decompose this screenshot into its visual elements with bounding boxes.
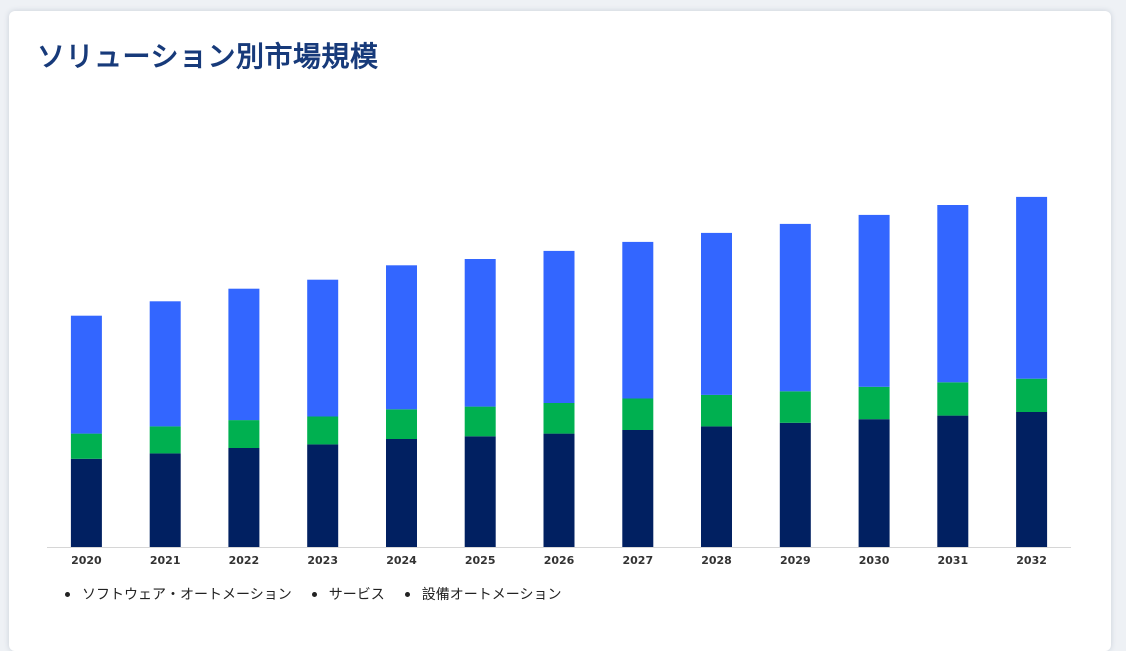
legend-item: サービス — [306, 584, 385, 604]
chart-title: ソリューション別市場規模 — [37, 40, 379, 73]
x-tick-label: 2028 — [701, 554, 732, 567]
x-tick-label: 2022 — [229, 554, 260, 567]
legend-bullet — [404, 591, 410, 597]
bar-segment — [386, 409, 417, 439]
bar-segment — [464, 259, 496, 407]
stacked-bar-chart: 2020 2021 2022 2023 2024 2025 2026 2027 2028 2029… — [47, 196, 1071, 567]
bar-segment — [779, 391, 811, 423]
bar-segment — [228, 288, 260, 421]
bar-segment — [70, 458, 102, 547]
bar-segment — [149, 301, 181, 427]
bar-segment — [622, 241, 654, 399]
x-tick-label: 2025 — [465, 554, 496, 567]
bar-segment — [543, 433, 575, 547]
bar-segment — [307, 279, 339, 417]
bar-segment — [149, 426, 181, 454]
bar-segment — [779, 422, 811, 547]
legend-label: ソフトウェア・オートメーション — [82, 587, 292, 603]
legend-item: 設備オートメーション — [399, 584, 562, 604]
x-tick-label: 2020 — [71, 554, 102, 567]
bar-segment — [149, 453, 181, 547]
bar-segment — [464, 406, 496, 437]
bar-segment — [937, 382, 969, 416]
x-tick-label: 2031 — [937, 554, 968, 567]
bars-group — [70, 196, 1048, 547]
bar-segment — [701, 394, 732, 427]
bar-segment — [228, 420, 260, 448]
x-tick-label: 2021 — [150, 554, 181, 567]
bar-segment — [228, 448, 260, 547]
bar-segment — [1016, 196, 1048, 379]
bar-segment — [543, 250, 575, 403]
x-tick-labels: 2020 2021 2022 2023 2024 2025 2026 2027 2028 2029… — [71, 554, 1047, 567]
legend-bullet — [311, 591, 317, 597]
bar-segment — [858, 386, 890, 420]
bar-segment — [307, 416, 339, 445]
x-tick-label: 2027 — [622, 554, 653, 567]
legend-label: 設備オートメーション — [421, 587, 562, 603]
bar-segment — [701, 232, 732, 395]
x-tick-label: 2032 — [1016, 554, 1047, 567]
bar-segment — [622, 398, 654, 430]
x-tick-label: 2024 — [386, 554, 417, 567]
x-tick-label: 2023 — [307, 554, 338, 567]
legend: ソフトウェア・オートメーション サービス 設備オートメーション — [59, 584, 561, 604]
bar-segment — [1016, 378, 1048, 412]
bar-segment — [543, 403, 575, 434]
bar-segment — [622, 430, 654, 547]
bar-segment — [386, 265, 417, 410]
bar-segment — [70, 433, 102, 459]
bar-segment — [464, 436, 496, 547]
legend-bullet — [65, 591, 70, 597]
x-tick-label: 2026 — [544, 554, 575, 567]
bar-segment — [701, 426, 732, 547]
bar-segment — [1016, 412, 1048, 547]
bar-segment — [858, 214, 890, 387]
legend-item: ソフトウェア・オートメーション — [59, 584, 292, 604]
bar-segment — [307, 444, 339, 547]
bar-segment — [70, 315, 102, 434]
x-tick-label: 2029 — [780, 554, 811, 567]
bar-segment — [779, 223, 811, 392]
bar-segment — [937, 205, 969, 383]
legend-label: サービス — [328, 587, 385, 603]
bar-segment — [386, 439, 417, 547]
bar-segment — [858, 419, 890, 547]
chart-card: ソリューション別市場規模 2020 2021 2022 2023 2024 2025 202… — [9, 11, 1111, 651]
bar-segment — [937, 415, 969, 547]
x-tick-label: 2030 — [859, 554, 890, 567]
